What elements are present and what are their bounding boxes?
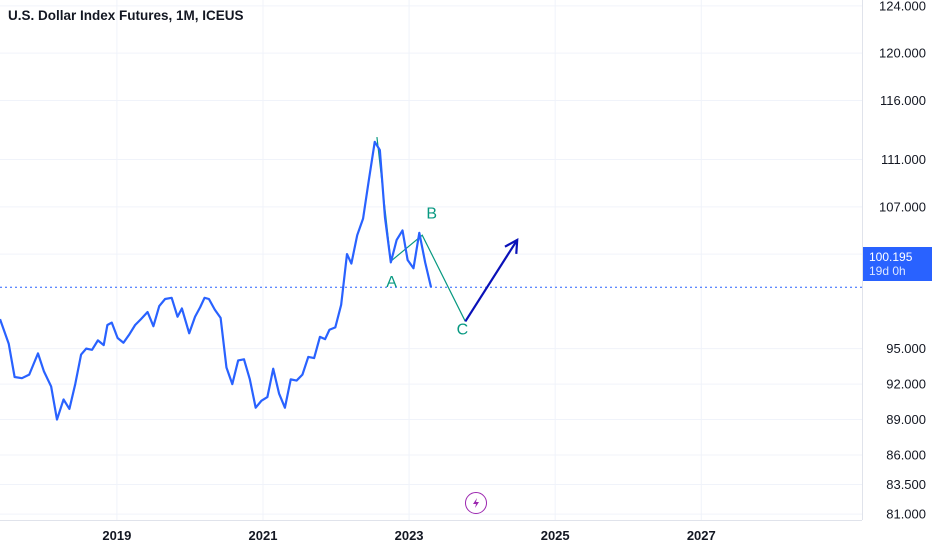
y-tick-label: 120.000: [879, 46, 926, 61]
wave-label-c: C: [457, 321, 469, 338]
y-tick-label: 116.000: [880, 93, 926, 108]
wave-drawing: [377, 137, 465, 321]
y-tick-label: 124.000: [879, 0, 926, 13]
series-line: [0, 142, 431, 420]
x-tick-label: 2023: [395, 528, 424, 543]
lightning-bolt-icon[interactable]: [465, 492, 487, 514]
y-tick-label: 81.000: [886, 507, 926, 522]
time-axis[interactable]: 2019 2021 2023 2025 2027: [102, 528, 715, 543]
x-tick-label: 2021: [249, 528, 278, 543]
last-price-value: 100.195: [869, 250, 932, 264]
grid: [0, 0, 862, 520]
chart-title: U.S. Dollar Index Futures, 1M, ICEUS: [8, 8, 244, 23]
y-tick-label: 92.000: [886, 377, 926, 392]
wave-label-a: A: [386, 274, 397, 291]
bar-countdown: 19d 0h: [869, 264, 932, 278]
y-tick-label: 89.000: [886, 412, 926, 427]
wave-label-b: B: [426, 206, 437, 223]
x-tick-label: 2019: [102, 528, 131, 543]
x-tick-label: 2025: [541, 528, 570, 543]
series-layer: [0, 142, 431, 420]
y-tick-label: 83.500: [886, 477, 926, 492]
y-tick-label: 86.000: [886, 448, 926, 463]
y-tick-label: 107.000: [879, 199, 926, 214]
y-tick-label: 95.000: [886, 341, 926, 356]
y-tick-label: 111.000: [881, 152, 926, 167]
projection-arrowhead: [505, 240, 517, 254]
projection-arrow: [465, 240, 517, 322]
projection-line: [465, 240, 517, 322]
last-price-tag: 100.195 19d 0h: [863, 247, 932, 281]
wave-line: [377, 137, 465, 321]
bolt-glyph: [470, 497, 482, 509]
x-tick-label: 2027: [687, 528, 716, 543]
